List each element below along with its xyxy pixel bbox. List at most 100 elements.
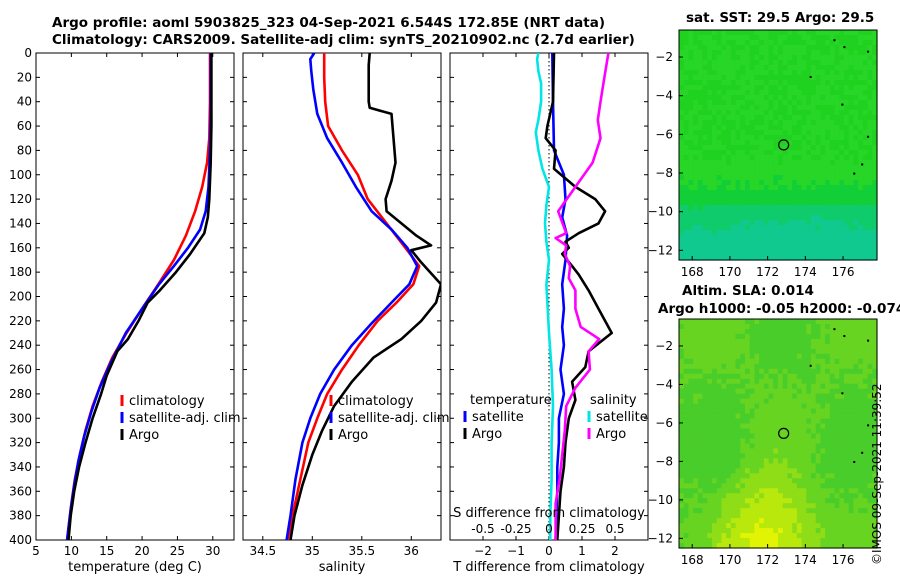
map-cell [787, 423, 793, 430]
sst_map-xtick-label: 168 [681, 265, 704, 279]
map-cell [811, 160, 817, 166]
map-cell [693, 328, 699, 335]
map-cell [801, 210, 807, 216]
map-cell [829, 373, 836, 380]
map-cell [872, 368, 878, 375]
map-cell [702, 50, 708, 56]
map-cell [811, 100, 817, 106]
map-cell [763, 353, 770, 360]
map-cell [792, 408, 798, 415]
map-cell [730, 140, 737, 146]
map-cell [825, 518, 831, 524]
map-cell [811, 250, 817, 256]
map-cell [716, 75, 723, 81]
chart-title-line2: Climatology: CARS2009. Satellite-adj cli… [52, 32, 635, 48]
map-cell [726, 323, 732, 330]
map-cell [754, 458, 760, 464]
map-cell [844, 40, 850, 46]
map-cell [726, 333, 732, 340]
map-cell [707, 488, 713, 494]
map-cell [834, 250, 840, 256]
map-cell [702, 95, 708, 101]
map-cell [825, 528, 831, 534]
map-cell [839, 255, 845, 261]
map-cell [716, 220, 723, 226]
map-cell [862, 363, 869, 370]
map-cell [745, 383, 751, 390]
map-cell [697, 155, 704, 161]
map-cell [853, 50, 859, 56]
map-cell [867, 245, 873, 251]
map-cell [782, 110, 789, 116]
map-cell [801, 170, 807, 176]
map-cell [820, 120, 826, 126]
map-cell [834, 513, 840, 519]
map-cell [872, 75, 878, 81]
map-cell [773, 408, 779, 415]
map-cell [867, 323, 873, 330]
map-cell [688, 80, 694, 86]
map-cell [749, 220, 756, 226]
map-cell [679, 130, 685, 136]
map-cell [839, 160, 845, 166]
map-cell [801, 423, 807, 430]
map-cell [735, 533, 741, 539]
map-cell [759, 363, 765, 370]
map-cell [839, 230, 845, 236]
map-cell [693, 478, 699, 484]
map-cell [825, 215, 831, 221]
map-cell [829, 368, 836, 375]
map-cell [782, 423, 789, 430]
map-cell [697, 215, 704, 221]
map-cell [872, 210, 878, 216]
map-cell [707, 75, 713, 81]
map-cell [759, 240, 765, 246]
map-cell [726, 388, 732, 395]
map-cell [679, 433, 685, 440]
map-cell [825, 323, 831, 330]
map-cell [778, 150, 784, 156]
map-cell [796, 543, 803, 549]
map-cell [763, 498, 770, 504]
map-cell [763, 518, 770, 524]
map-cell [839, 140, 845, 146]
map-cell [853, 533, 859, 539]
map-cell [740, 498, 746, 504]
map-cell [683, 523, 690, 529]
map-cell [811, 205, 817, 211]
map-cell [848, 30, 855, 36]
map-cell [679, 338, 685, 345]
map-cell [796, 60, 803, 66]
map-cell [773, 428, 779, 435]
map-cell [867, 319, 873, 325]
map-cell [693, 343, 699, 350]
map-cell [702, 453, 708, 459]
map-cell [735, 130, 741, 136]
map-cell [867, 433, 873, 440]
map-cell [768, 493, 774, 499]
sla_map-ytick-label: −2 [655, 339, 673, 353]
map-cell [858, 319, 864, 325]
map-cell [834, 130, 840, 136]
map-cell [811, 443, 817, 450]
map-cell [848, 150, 855, 156]
map-cell [693, 175, 699, 181]
map-cell [867, 543, 873, 549]
map-cell [712, 413, 718, 420]
map-cell [778, 70, 784, 76]
map-cell [773, 75, 779, 81]
map-cell [716, 140, 723, 146]
map-cell [707, 115, 713, 121]
map-cell [778, 55, 784, 61]
map-cell [867, 65, 873, 71]
map-cell [820, 513, 826, 519]
map-cell [697, 100, 704, 106]
sst_map-ytick-label: −6 [655, 127, 673, 141]
map-cell [697, 503, 704, 509]
map-cell [778, 543, 784, 549]
map-cell [825, 50, 831, 56]
map-cell [730, 478, 737, 484]
map-cell [820, 205, 826, 211]
map-cell [773, 140, 779, 146]
map-cell [679, 75, 685, 81]
